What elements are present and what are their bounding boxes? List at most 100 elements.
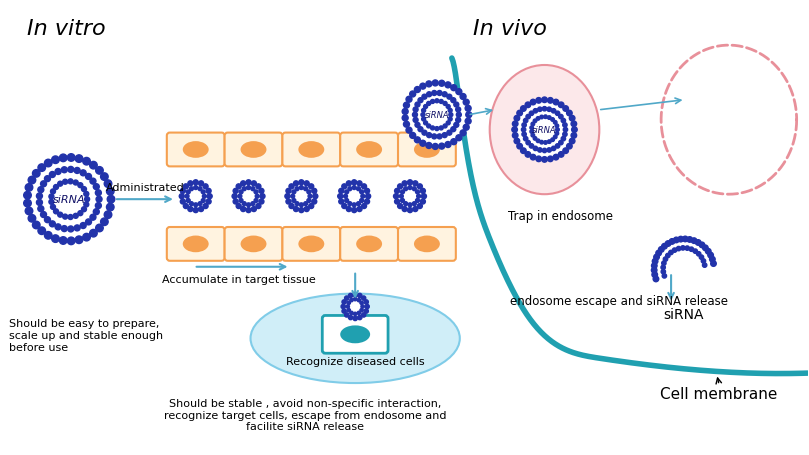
Circle shape xyxy=(551,139,554,142)
Circle shape xyxy=(447,121,450,126)
Circle shape xyxy=(555,112,560,116)
Circle shape xyxy=(259,200,264,205)
Circle shape xyxy=(246,208,251,213)
Circle shape xyxy=(517,144,523,150)
Circle shape xyxy=(421,189,426,194)
Circle shape xyxy=(454,123,459,128)
Circle shape xyxy=(285,194,290,199)
Circle shape xyxy=(404,187,408,191)
Text: Accumulate in target tissue: Accumulate in target tissue xyxy=(162,274,316,284)
Circle shape xyxy=(83,234,91,242)
Circle shape xyxy=(49,222,55,228)
Circle shape xyxy=(421,194,426,199)
Circle shape xyxy=(544,116,547,119)
Circle shape xyxy=(236,184,261,209)
Circle shape xyxy=(362,204,366,209)
Circle shape xyxy=(107,188,114,196)
Circle shape xyxy=(536,98,541,104)
Circle shape xyxy=(542,107,547,111)
Circle shape xyxy=(397,184,422,209)
Circle shape xyxy=(36,200,42,206)
Circle shape xyxy=(198,187,202,191)
Circle shape xyxy=(540,141,544,145)
Circle shape xyxy=(311,189,317,194)
Circle shape xyxy=(533,147,538,151)
Circle shape xyxy=(349,316,353,320)
Circle shape xyxy=(438,144,445,150)
FancyBboxPatch shape xyxy=(398,133,455,167)
Circle shape xyxy=(360,191,363,194)
Circle shape xyxy=(438,81,445,87)
Circle shape xyxy=(548,141,551,144)
Circle shape xyxy=(400,195,403,199)
Circle shape xyxy=(252,207,256,212)
Circle shape xyxy=(536,140,540,143)
Circle shape xyxy=(239,191,243,194)
Circle shape xyxy=(206,189,211,194)
Circle shape xyxy=(652,272,658,278)
Circle shape xyxy=(68,215,73,220)
Circle shape xyxy=(439,126,443,131)
Circle shape xyxy=(421,200,426,205)
Circle shape xyxy=(96,197,102,203)
Circle shape xyxy=(571,133,577,139)
Circle shape xyxy=(413,202,417,206)
Circle shape xyxy=(522,133,527,137)
Circle shape xyxy=(203,204,208,209)
Circle shape xyxy=(395,189,400,194)
Circle shape xyxy=(512,133,518,139)
Circle shape xyxy=(188,207,193,212)
Text: siRNA: siRNA xyxy=(664,307,705,321)
Circle shape xyxy=(303,187,307,191)
Circle shape xyxy=(358,316,362,320)
Circle shape xyxy=(455,90,462,96)
Circle shape xyxy=(680,246,685,251)
Circle shape xyxy=(362,313,366,318)
Circle shape xyxy=(533,109,538,114)
Circle shape xyxy=(357,202,361,206)
Circle shape xyxy=(346,207,351,212)
Circle shape xyxy=(353,293,358,297)
Circle shape xyxy=(345,296,366,318)
Circle shape xyxy=(347,309,350,312)
Circle shape xyxy=(424,103,450,128)
Circle shape xyxy=(57,182,62,187)
Circle shape xyxy=(563,106,569,112)
Circle shape xyxy=(341,204,347,209)
Circle shape xyxy=(40,182,47,187)
Circle shape xyxy=(299,208,304,213)
Circle shape xyxy=(530,155,536,161)
Circle shape xyxy=(82,187,87,192)
Circle shape xyxy=(52,235,59,243)
Circle shape xyxy=(406,97,412,103)
Circle shape xyxy=(90,179,96,185)
Circle shape xyxy=(198,207,204,212)
Circle shape xyxy=(561,119,565,123)
Circle shape xyxy=(413,207,417,212)
Circle shape xyxy=(460,131,466,136)
Circle shape xyxy=(90,215,96,221)
Circle shape xyxy=(259,189,264,194)
Circle shape xyxy=(561,137,565,142)
Circle shape xyxy=(566,144,572,150)
Circle shape xyxy=(426,102,430,106)
Circle shape xyxy=(426,133,432,138)
Circle shape xyxy=(353,317,358,321)
Circle shape xyxy=(559,115,563,120)
Circle shape xyxy=(349,300,362,313)
Circle shape xyxy=(552,109,556,114)
Circle shape xyxy=(532,118,557,142)
Circle shape xyxy=(553,136,557,139)
Circle shape xyxy=(360,199,363,203)
Circle shape xyxy=(652,259,658,264)
Circle shape xyxy=(38,228,45,235)
Circle shape xyxy=(530,126,533,130)
Circle shape xyxy=(526,115,531,120)
Circle shape xyxy=(699,255,704,260)
Circle shape xyxy=(362,296,366,301)
Circle shape xyxy=(194,186,197,190)
Circle shape xyxy=(193,180,198,185)
Circle shape xyxy=(188,182,193,187)
FancyBboxPatch shape xyxy=(322,316,388,354)
Circle shape xyxy=(400,199,404,203)
